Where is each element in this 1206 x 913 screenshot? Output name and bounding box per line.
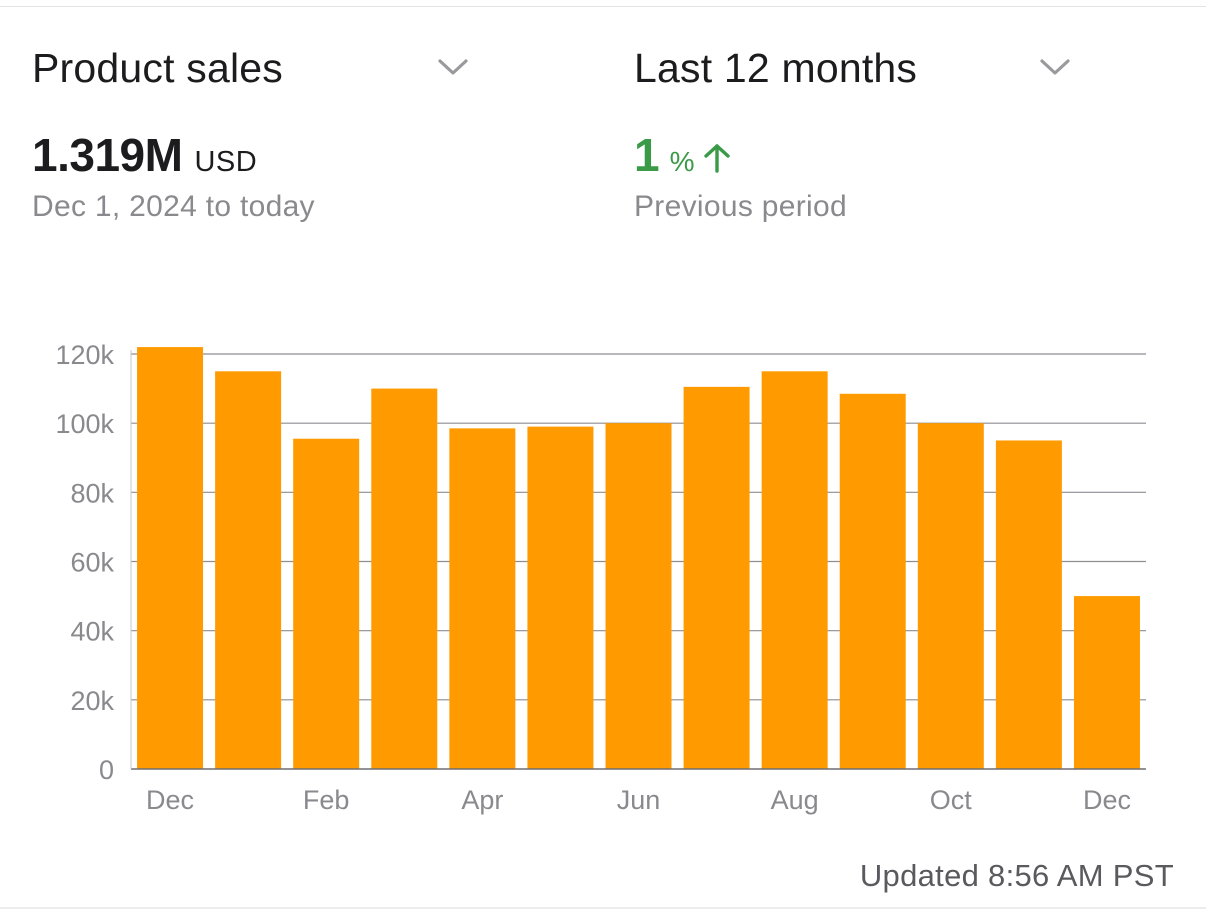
- x-tick-label: Aug: [771, 785, 819, 815]
- x-tick-labels: Dec Feb Apr Jun Aug Oct Dec: [146, 785, 1131, 815]
- bar-jun: [605, 423, 672, 769]
- change-indicator: 1 %: [634, 128, 733, 182]
- sales-bar-chart-svg: 0 20k 40k 60k 80k 100k 120k Dec Feb Apr Jun Aug Oct…: [55, 340, 1146, 815]
- bar-nov: [995, 440, 1062, 769]
- range-dropdown-label: Last 12 months: [634, 44, 918, 91]
- bar-apr: [449, 428, 516, 769]
- axis: [130, 350, 1146, 770]
- bar-oct: [917, 423, 984, 769]
- bar-jan: [215, 371, 282, 769]
- metric-dropdown[interactable]: Product sales: [32, 40, 472, 96]
- x-tick-label: Oct: [930, 785, 973, 815]
- y-tick-label: 120k: [55, 340, 114, 370]
- change-unit: %: [669, 146, 695, 177]
- y-tick-label: 40k: [70, 617, 114, 647]
- updated-timestamp: Updated 8:56 AM PST: [859, 858, 1174, 893]
- bars: [137, 347, 1140, 769]
- bar-dec: [1073, 596, 1140, 769]
- x-tick-label: Feb: [303, 785, 350, 815]
- y-tick-label: 0: [99, 755, 114, 785]
- x-tick-label: Dec: [1083, 785, 1131, 815]
- total-sales-value: 1.319M: [32, 129, 183, 181]
- change-value: 1: [634, 129, 660, 181]
- chevron-down-icon: [438, 59, 468, 75]
- sales-bar-chart: 0 20k 40k 60k 80k 100k 120k Dec Feb Apr Jun Aug Oct…: [0, 300, 1206, 840]
- arrow-up-icon: [703, 144, 730, 173]
- change-caption: Previous period: [634, 190, 847, 223]
- bar-feb: [293, 438, 360, 769]
- period-text: Dec 1, 2024 to today: [32, 190, 315, 223]
- metric-dropdown-label: Product sales: [32, 44, 284, 91]
- bar-sep: [839, 393, 906, 769]
- bottom-divider: [0, 907, 1206, 909]
- bar-mar: [371, 388, 438, 769]
- total-sales: 1.319M USD: [32, 128, 257, 182]
- bar-may: [527, 426, 594, 769]
- x-tick-label: Apr: [461, 785, 503, 815]
- total-sales-unit: USD: [194, 146, 258, 178]
- y-tick-label: 60k: [70, 548, 114, 578]
- y-tick-label: 100k: [55, 409, 114, 439]
- bar-jul: [683, 386, 750, 769]
- x-tick-label: Jun: [617, 785, 661, 815]
- bar-aug: [761, 371, 828, 769]
- y-tick-label: 20k: [70, 686, 114, 716]
- y-tick-labels: 0 20k 40k 60k 80k 100k 120k: [55, 340, 114, 785]
- chevron-down-icon: [1040, 59, 1070, 75]
- range-dropdown[interactable]: Last 12 months: [634, 40, 1074, 96]
- x-tick-label: Dec: [146, 785, 194, 815]
- y-tick-label: 80k: [70, 478, 114, 508]
- bar-dec: [137, 347, 204, 769]
- top-divider: [0, 6, 1206, 7]
